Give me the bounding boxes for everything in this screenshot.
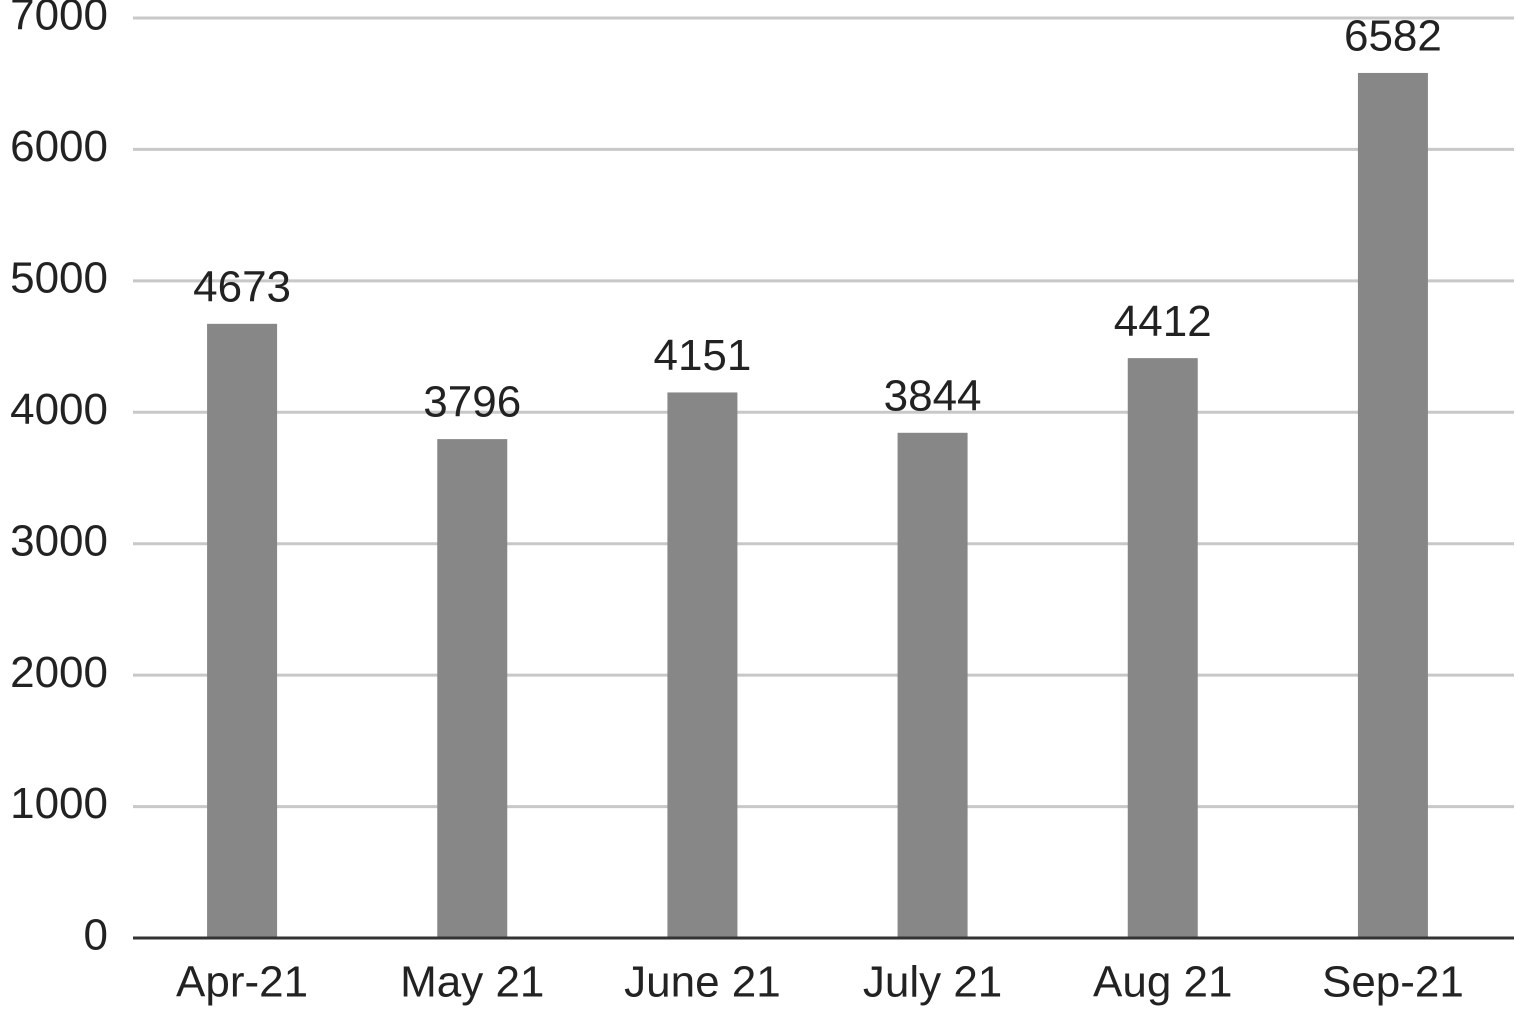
y-tick-label: 6000	[10, 122, 108, 171]
y-tick-label: 3000	[10, 516, 108, 565]
bar	[1357, 72, 1428, 939]
x-tick-label: Aug 21	[1093, 958, 1232, 1007]
bar	[1127, 358, 1198, 938]
bar	[207, 323, 278, 938]
value-label: 4151	[653, 331, 751, 380]
value-label: 4673	[193, 262, 291, 311]
y-tick-label: 0	[84, 911, 108, 960]
value-label: 6582	[1344, 12, 1442, 61]
value-label: 4412	[1114, 297, 1212, 346]
y-tick-label: 4000	[10, 385, 108, 434]
y-tick-label: 1000	[10, 779, 108, 828]
x-tick-label: July 21	[863, 958, 1002, 1007]
value-label: 3844	[884, 371, 982, 420]
y-tick-label: 7000	[10, 0, 108, 40]
x-tick-label: June 21	[624, 958, 781, 1007]
y-tick-label: 2000	[10, 648, 108, 697]
bar	[437, 439, 508, 938]
value-label: 3796	[423, 378, 521, 427]
x-tick-label: Apr-21	[176, 958, 308, 1007]
bar	[667, 392, 738, 938]
bar	[897, 432, 968, 938]
x-tick-label: Sep-21	[1322, 958, 1464, 1007]
x-tick-label: May 21	[400, 958, 544, 1007]
y-tick-label: 5000	[10, 253, 108, 302]
